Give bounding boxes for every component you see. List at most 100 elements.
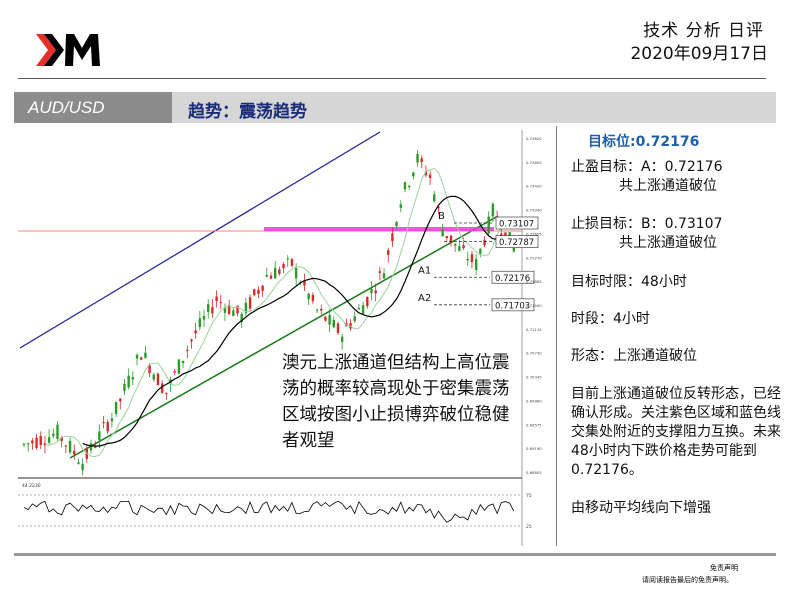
chart-annotation: 澳元上涨通道但结构上高位震荡的概率较高现处于密集震荡区域按图小止损博弈破位稳健者… bbox=[282, 353, 510, 451]
level-box bbox=[495, 235, 539, 249]
candle-body bbox=[152, 374, 155, 380]
candle-body bbox=[93, 446, 97, 448]
candle-body bbox=[198, 318, 202, 328]
candle-body bbox=[173, 371, 176, 373]
indicator-scale-bottom: 25 bbox=[526, 524, 532, 530]
fast-moving-average bbox=[44, 167, 515, 458]
candle-body bbox=[68, 441, 72, 453]
stop-loss: 止损目标：B：0.73107 共上涨通道破位 bbox=[571, 215, 723, 253]
take-profit: 止盈目标：A：0.72176 共上涨通道破位 bbox=[571, 158, 722, 196]
candle-body bbox=[181, 360, 185, 363]
candle-body bbox=[102, 422, 105, 424]
candle-body bbox=[479, 248, 482, 254]
candle-body bbox=[194, 330, 197, 334]
candle-body bbox=[52, 433, 55, 437]
level-value: 0.72787 bbox=[499, 238, 534, 248]
candle-body bbox=[232, 310, 235, 317]
candle-body bbox=[248, 297, 252, 309]
candle-body bbox=[26, 443, 30, 445]
candle-body bbox=[110, 418, 114, 422]
price-tick-label: 0.72655 bbox=[526, 231, 542, 236]
analysis-text: 目前上涨通道破位反转形态，已经确认形成。关注紫色区域和蓝色线交集处附近的支撑阻力… bbox=[571, 386, 781, 478]
candle-body bbox=[336, 323, 340, 333]
candle-body bbox=[470, 254, 474, 263]
candle-body bbox=[215, 296, 218, 302]
candle-body bbox=[202, 316, 206, 320]
candle-body bbox=[294, 268, 298, 279]
candle-body bbox=[282, 264, 285, 269]
candle-body bbox=[261, 285, 264, 291]
trend-label: 趋势：震荡趋势 bbox=[188, 102, 307, 122]
candle-body bbox=[357, 308, 361, 310]
candle-body bbox=[387, 250, 390, 255]
candle-body bbox=[311, 294, 315, 302]
price-tick-label: 0.74620 bbox=[526, 136, 542, 141]
candle-body bbox=[449, 235, 453, 243]
candle-body bbox=[22, 443, 26, 446]
candle-body bbox=[98, 431, 101, 441]
candle-body bbox=[483, 240, 486, 246]
candle-body bbox=[131, 377, 135, 380]
candle-body bbox=[286, 258, 289, 260]
candle-body bbox=[148, 365, 151, 374]
support-zone bbox=[264, 227, 494, 231]
candle-body bbox=[64, 445, 68, 447]
currency-pair: AUD/USD bbox=[14, 92, 172, 123]
candle-body bbox=[441, 230, 444, 237]
candle-body bbox=[269, 275, 273, 279]
candle-body bbox=[491, 203, 495, 217]
candle-body bbox=[454, 243, 457, 246]
candle-body bbox=[89, 443, 93, 451]
candle-body bbox=[156, 373, 160, 386]
panel-divider bbox=[556, 126, 557, 546]
candle-body bbox=[303, 280, 306, 286]
stop-loss-sub: 共上涨通道破位 bbox=[619, 235, 717, 251]
candle-body bbox=[31, 440, 34, 444]
price-tick-label: 0.73420 bbox=[526, 184, 542, 189]
report-title: 技术 分析 日评 bbox=[643, 21, 764, 41]
candle-body bbox=[500, 233, 503, 236]
candle-body bbox=[315, 309, 319, 311]
candle-body bbox=[114, 401, 118, 414]
price-chart: B 0.73107 0.72787 A1 0.72176 A2 0.71703 0.7462… bbox=[18, 130, 542, 546]
candle-body bbox=[332, 320, 335, 328]
price-tick-label: 0.70730 bbox=[526, 351, 542, 356]
price-tick-label: 0.69575 bbox=[526, 422, 542, 427]
price-tick-label: 0.73805 bbox=[526, 160, 542, 165]
candle-body bbox=[487, 216, 490, 234]
candle-body bbox=[240, 313, 243, 323]
upper-channel-line bbox=[19, 131, 381, 349]
footer-divider bbox=[14, 553, 776, 556]
level-name: B bbox=[438, 211, 445, 222]
candle-body bbox=[395, 222, 398, 227]
candle-body bbox=[144, 352, 147, 358]
candle-body bbox=[391, 233, 394, 242]
candle-body bbox=[47, 437, 51, 443]
slow-moving-average bbox=[82, 195, 514, 447]
xm-logo bbox=[36, 34, 100, 66]
candle-body bbox=[165, 392, 168, 394]
candle-body bbox=[407, 185, 411, 188]
level-value: 0.73107 bbox=[499, 220, 534, 230]
lower-channel-line bbox=[69, 215, 499, 459]
indicator-scale-top: 75 bbox=[526, 493, 532, 499]
candle-body bbox=[512, 245, 516, 252]
level-box bbox=[491, 270, 535, 284]
candle-body bbox=[273, 267, 277, 279]
candle-body bbox=[35, 437, 38, 448]
candle-body bbox=[324, 316, 327, 321]
candle-body bbox=[320, 309, 323, 311]
price-tick-label: 0.71885 bbox=[526, 279, 542, 284]
candle-body bbox=[445, 236, 449, 239]
price-tick-label: 0.71500 bbox=[526, 303, 542, 308]
candle-body bbox=[307, 293, 310, 300]
indicator-label: 44.2230 bbox=[22, 483, 41, 489]
level-box bbox=[491, 298, 535, 312]
level-value: 0.71703 bbox=[495, 301, 530, 311]
price-tick-label: 0.70345 bbox=[526, 375, 542, 380]
disclaimer-note: 请阅读报告最后的免责声明。 bbox=[642, 576, 733, 584]
candle-body bbox=[207, 304, 210, 312]
header-divider bbox=[18, 78, 766, 79]
take-profit-label: 止盈目标：A：0.72176 bbox=[571, 159, 723, 175]
candle-body bbox=[399, 204, 402, 208]
